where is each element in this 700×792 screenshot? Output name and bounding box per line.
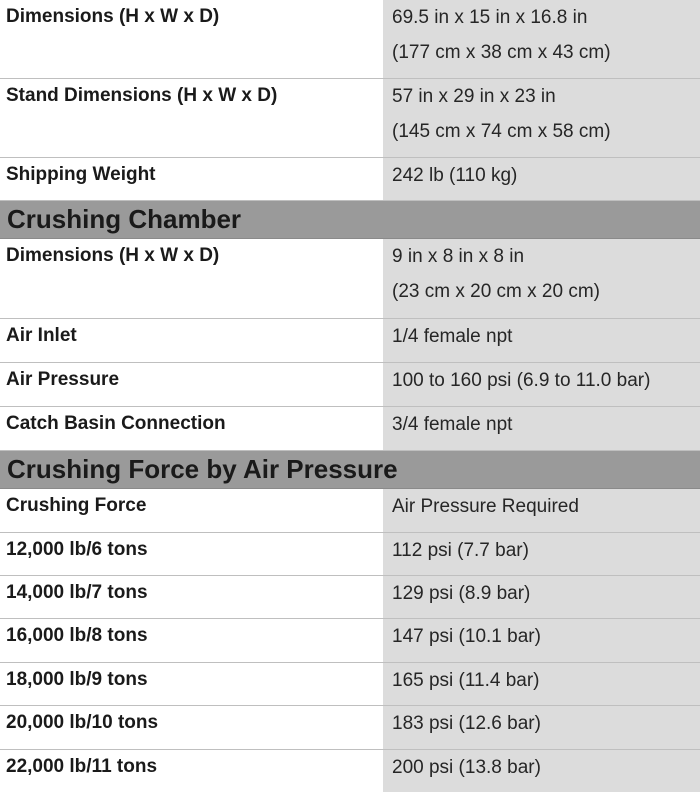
force-value: 20,000 lb/10 tons: [0, 706, 383, 750]
spec-value-line: 57 in x 29 in x 23 in: [392, 79, 700, 114]
spec-value: 9 in x 8 in x 8 in (23 cm x 20 cm x 20 c…: [383, 239, 700, 319]
spec-row-shipping-weight: Shipping Weight 242 lb (110 kg): [0, 158, 700, 201]
spec-label: Dimensions (H x W x D): [0, 239, 383, 319]
force-value: 16,000 lb/8 tons: [0, 619, 383, 663]
force-table-row: 22,000 lb/11 tons 200 psi (13.8 bar): [0, 750, 700, 792]
force-table-row: 16,000 lb/8 tons 147 psi (10.1 bar): [0, 619, 700, 663]
spec-value-line: (177 cm x 38 cm x 43 cm): [392, 35, 700, 70]
pressure-value: 200 psi (13.8 bar): [383, 750, 700, 792]
spec-value-line: 69.5 in x 15 in x 16.8 in: [392, 0, 700, 35]
spec-row-catch-basin: Catch Basin Connection 3/4 female npt: [0, 407, 700, 451]
pressure-value: 129 psi (8.9 bar): [383, 576, 700, 619]
section-header-crushing-force: Crushing Force by Air Pressure: [0, 451, 700, 489]
spec-row-dimensions: Dimensions (H x W x D) 69.5 in x 15 in x…: [0, 0, 700, 79]
spec-label: Catch Basin Connection: [0, 407, 383, 451]
spec-value: 69.5 in x 15 in x 16.8 in (177 cm x 38 c…: [383, 0, 700, 79]
force-value: 14,000 lb/7 tons: [0, 576, 383, 619]
section-title: Crushing Chamber: [0, 201, 700, 239]
spec-value-line: 9 in x 8 in x 8 in: [392, 239, 700, 274]
force-value: 18,000 lb/9 tons: [0, 663, 383, 706]
force-table-row: 20,000 lb/10 tons 183 psi (12.6 bar): [0, 706, 700, 750]
spec-value-line: (145 cm x 74 cm x 58 cm): [392, 114, 700, 149]
spec-row-chamber-dimensions: Dimensions (H x W x D) 9 in x 8 in x 8 i…: [0, 239, 700, 319]
force-table-row: 12,000 lb/6 tons 112 psi (7.7 bar): [0, 533, 700, 576]
column-header-crushing-force: Crushing Force: [0, 489, 383, 533]
spec-value: 242 lb (110 kg): [383, 158, 700, 201]
force-value: 22,000 lb/11 tons: [0, 750, 383, 792]
pressure-value: 112 psi (7.7 bar): [383, 533, 700, 576]
pressure-value: 183 psi (12.6 bar): [383, 706, 700, 750]
spec-label: Air Inlet: [0, 319, 383, 363]
spec-value: 57 in x 29 in x 23 in (145 cm x 74 cm x …: [383, 79, 700, 158]
spec-value: 1/4 female npt: [383, 319, 700, 363]
spec-row-air-pressure: Air Pressure 100 to 160 psi (6.9 to 11.0…: [0, 363, 700, 407]
spec-label: Stand Dimensions (H x W x D): [0, 79, 383, 158]
force-table-row: 18,000 lb/9 tons 165 psi (11.4 bar): [0, 663, 700, 706]
force-value: 12,000 lb/6 tons: [0, 533, 383, 576]
section-header-crushing-chamber: Crushing Chamber: [0, 201, 700, 239]
column-header-air-pressure: Air Pressure Required: [383, 489, 700, 533]
spec-value: 3/4 female npt: [383, 407, 700, 451]
force-table-row: 14,000 lb/7 tons 129 psi (8.9 bar): [0, 576, 700, 619]
pressure-value: 147 psi (10.1 bar): [383, 619, 700, 663]
force-table-header: Crushing Force Air Pressure Required: [0, 489, 700, 533]
spec-label: Shipping Weight: [0, 158, 383, 201]
spec-row-air-inlet: Air Inlet 1/4 female npt: [0, 319, 700, 363]
spec-value: 100 to 160 psi (6.9 to 11.0 bar): [383, 363, 700, 407]
spec-label: Dimensions (H x W x D): [0, 0, 383, 79]
section-title: Crushing Force by Air Pressure: [0, 451, 700, 489]
pressure-value: 165 psi (11.4 bar): [383, 663, 700, 706]
spec-value-line: (23 cm x 20 cm x 20 cm): [392, 274, 700, 309]
spec-row-stand-dimensions: Stand Dimensions (H x W x D) 57 in x 29 …: [0, 79, 700, 158]
spec-label: Air Pressure: [0, 363, 383, 407]
